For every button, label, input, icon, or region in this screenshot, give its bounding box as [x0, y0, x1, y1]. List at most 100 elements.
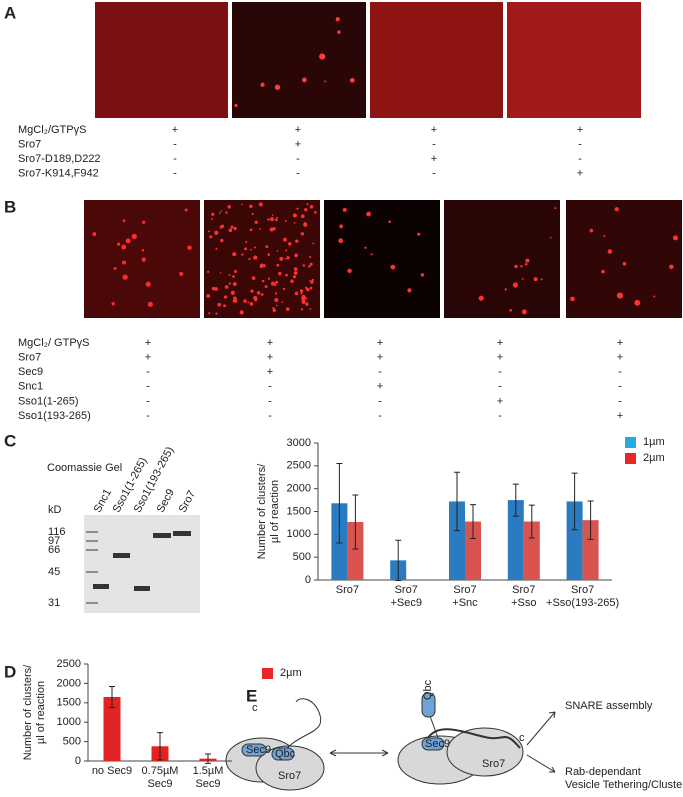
- fluorescent-spot: [230, 290, 235, 295]
- fluorescent-spot: [211, 212, 215, 216]
- bar: [507, 500, 524, 580]
- cell: -: [146, 410, 150, 422]
- fluorescent-spot: [247, 301, 250, 304]
- fluorescent-spot: [228, 273, 231, 276]
- fluorescent-spot: [223, 295, 228, 299]
- cell: +: [267, 366, 273, 378]
- cell: -: [378, 395, 382, 407]
- fluorescent-spot: [512, 282, 518, 288]
- cell: -: [378, 366, 382, 378]
- fluorescent-spot: [267, 218, 270, 221]
- fluorescent-spot: [208, 230, 211, 233]
- fluorescent-spot: [274, 297, 279, 302]
- cell: +: [377, 381, 383, 393]
- fluorescent-spot: [219, 272, 222, 274]
- fluorescent-spot: [131, 233, 137, 240]
- fluorescent-spot: [224, 285, 229, 289]
- row-label: Snc1: [18, 381, 43, 393]
- fluorescent-spot: [342, 207, 347, 212]
- fluorescent-spot: [209, 235, 213, 239]
- diagram-label: Sro7: [482, 758, 505, 770]
- fluorescent-spot: [616, 292, 623, 299]
- x-tick-label: Sro7: [336, 584, 359, 596]
- fluorescent-spot: [265, 245, 269, 249]
- fluorescent-spot: [521, 309, 527, 315]
- fluorescent-spot: [525, 258, 530, 263]
- fluorescent-spot: [274, 218, 278, 222]
- fluorescent-spot: [125, 238, 131, 244]
- fluorescent-spot: [239, 310, 244, 315]
- fluorescent-spot: [279, 256, 284, 261]
- y-tick-label: 2500: [287, 460, 311, 472]
- fluorescent-spot: [234, 103, 238, 107]
- fluorescent-spot: [261, 279, 265, 283]
- fluorescent-spot: [347, 268, 352, 274]
- gel-marker: 97: [48, 535, 60, 547]
- row-label: MgCl₂/ GTPγS: [18, 337, 90, 349]
- fluorescent-spot: [271, 214, 274, 216]
- panel-letter: E: [246, 686, 257, 705]
- cell: -: [498, 410, 502, 422]
- fluorescent-spot: [309, 204, 314, 209]
- fluorescent-spot: [285, 273, 288, 277]
- cell: +: [577, 167, 583, 179]
- fluorescent-spot: [284, 220, 287, 222]
- microscopy-image: [444, 200, 560, 318]
- cell: -: [173, 153, 177, 165]
- fluorescent-spot: [308, 265, 311, 268]
- bar: [465, 521, 481, 580]
- fluorescent-spot: [251, 212, 254, 216]
- fluorescent-spot: [300, 292, 303, 295]
- y-tick-label: 1000: [287, 528, 311, 540]
- fluorescent-spot: [286, 256, 290, 260]
- fluorescent-spot: [241, 203, 243, 206]
- cell: -: [296, 153, 300, 165]
- row-label: Sso1(1-265): [18, 395, 79, 407]
- cell: -: [146, 381, 150, 393]
- cell: -: [498, 381, 502, 393]
- fluorescent-spot: [214, 287, 219, 291]
- fluorescent-spot: [260, 293, 264, 296]
- fluorescent-spot: [300, 308, 304, 311]
- fluorescent-spot: [267, 277, 271, 280]
- fluorescent-spot: [122, 219, 126, 223]
- y-tick-label: 500: [63, 736, 81, 748]
- fluorescent-spot: [290, 279, 294, 284]
- y-tick-label: 0: [305, 574, 311, 586]
- fluorescent-spot: [311, 278, 314, 282]
- fluorescent-spot: [554, 207, 557, 210]
- error-bar: [352, 494, 359, 550]
- microscopy-image: [232, 2, 366, 118]
- fluorescent-spot: [232, 252, 237, 257]
- fluorescent-spot: [304, 208, 308, 212]
- fluorescent-spot: [302, 77, 307, 83]
- fluorescent-spot: [245, 240, 248, 243]
- fluorescent-spot: [295, 239, 299, 243]
- fluorescent-spot: [249, 204, 253, 209]
- fluorescent-spot: [296, 207, 299, 210]
- row-label: Sro7-K914,F942: [18, 167, 99, 179]
- fluorescent-spot: [309, 308, 312, 310]
- fluorescent-spot: [292, 275, 297, 279]
- fluorescent-spot: [228, 228, 233, 233]
- fluorescent-spot: [301, 294, 306, 300]
- fluorescent-spot: [509, 309, 513, 312]
- fluorescent-spot: [478, 295, 484, 301]
- row-label: Sso1(193-265): [18, 410, 91, 422]
- gel-lane-label: Sec9: [155, 487, 177, 515]
- fluorescent-spot: [309, 286, 313, 290]
- microscopy-row-b: [84, 200, 682, 318]
- row-label: Sro7-D189,D222: [18, 153, 101, 165]
- x-tick-label: Sro7 +Snc: [452, 584, 478, 609]
- fluorescent-spot: [270, 217, 275, 222]
- error-bar: [205, 753, 211, 764]
- microscopy-image: [566, 200, 682, 318]
- cell: +: [377, 352, 383, 364]
- fluorescent-spot: [293, 271, 298, 275]
- fluorescent-spot: [319, 53, 326, 60]
- fluorescent-spot: [228, 282, 232, 285]
- gel-lane-label: Snc1: [92, 487, 114, 515]
- cell: +: [145, 337, 151, 349]
- gel-marker: 66: [48, 544, 60, 556]
